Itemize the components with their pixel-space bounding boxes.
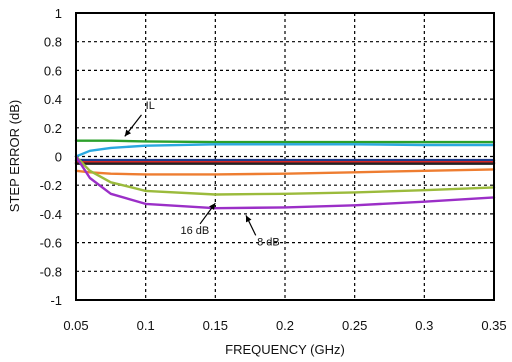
x-tick-label: 0.15	[203, 318, 228, 333]
x-tick-label: 0.2	[276, 318, 294, 333]
series-line-7	[74, 155, 496, 196]
x-tick-labels: 0.05 0.1 0.15 0.2 0.25 0.3 0.35	[63, 318, 506, 333]
series-line-8	[74, 155, 496, 210]
annotation-label: IL	[146, 100, 155, 112]
y-tick-label: -0.6	[40, 236, 62, 251]
x-tick-label: 0.05	[63, 318, 88, 333]
y-tick-label: -1	[50, 293, 62, 308]
annotation-label: 16 dB	[181, 225, 210, 237]
y-tick-label: 0.8	[44, 35, 62, 50]
arrow-head	[209, 203, 216, 211]
x-tick-label: 0.3	[415, 318, 433, 333]
y-tick-label: -0.4	[40, 207, 62, 222]
series-line-2	[74, 143, 496, 158]
y-tick-label: 0.2	[44, 121, 62, 136]
x-tick-label: 0.25	[342, 318, 367, 333]
plot-frame	[75, 12, 495, 301]
y-axis-title: STEP ERROR (dB)	[7, 100, 22, 212]
x-axis-title: FREQUENCY (GHz)	[225, 342, 345, 357]
y-tick-label: 0.6	[44, 63, 62, 78]
x-tick-label: 0.1	[137, 318, 155, 333]
x-tick-label: 0.35	[481, 318, 506, 333]
arrow-head	[124, 129, 132, 137]
y-tick-label: -0.8	[40, 264, 62, 279]
y-tick-label: -0.2	[40, 178, 62, 193]
series-line-1	[74, 139, 496, 144]
annotations: IL 16 dB 8 dB	[124, 100, 280, 248]
series-lines	[74, 139, 496, 210]
grid-lines	[76, 13, 494, 300]
y-tick-label: 1	[55, 6, 62, 21]
y-tick-label: 0	[55, 150, 62, 165]
series-line-6	[74, 168, 496, 176]
arrow-head	[245, 215, 252, 223]
annotation-label: 8 dB	[257, 236, 280, 248]
y-tick-label: 0.4	[44, 92, 62, 107]
y-tick-labels: 1 0.8 0.6 0.4 0.2 0 -0.2 -0.4 -0.6 -0.8 -1	[40, 6, 62, 308]
